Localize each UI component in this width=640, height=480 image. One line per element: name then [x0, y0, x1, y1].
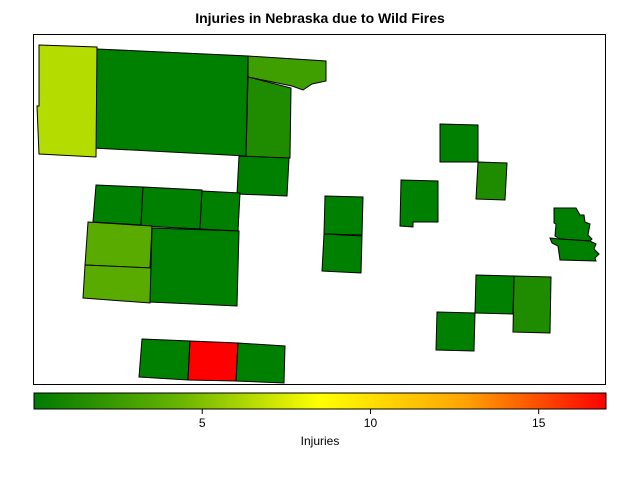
county-e-2[interactable]: [399, 179, 439, 228]
legend-ticks: [201, 409, 540, 414]
county-w-row3-a[interactable]: [82, 264, 153, 304]
legend-title: Injuries: [300, 434, 340, 448]
map-title: Injuries in Nebraska due to Wild Fires: [195, 10, 445, 26]
county-e-1[interactable]: [439, 123, 479, 163]
county-e-4[interactable]: [474, 274, 515, 315]
county-se-top[interactable]: [549, 237, 600, 262]
legend-tick-label: 10: [363, 416, 378, 430]
map-frame: [33, 34, 606, 385]
county-nw-left[interactable]: [36, 44, 98, 158]
county-w-row1-b[interactable]: [140, 186, 203, 230]
county-nw-right-mid[interactable]: [245, 76, 292, 159]
county-e-6[interactable]: [512, 275, 552, 334]
county-w-row1-c[interactable]: [199, 190, 241, 232]
county-w-row2-a[interactable]: [84, 221, 153, 269]
legend-color-bar: [33, 392, 607, 410]
county-nw-below[interactable]: [236, 155, 290, 197]
county-e-5[interactable]: [435, 311, 476, 352]
county-s-left[interactable]: [138, 338, 191, 381]
county-nw-large[interactable]: [92, 48, 249, 157]
county-s-red[interactable]: [187, 340, 239, 382]
county-c-bottom[interactable]: [321, 233, 363, 274]
county-e-7[interactable]: [553, 207, 593, 242]
county-e-3[interactable]: [475, 161, 508, 201]
county-w-row1-a[interactable]: [92, 184, 144, 226]
county-c-top[interactable]: [323, 195, 364, 236]
county-w-big[interactable]: [149, 227, 240, 307]
legend-tick-label: 15: [532, 416, 546, 430]
legend-tick-label: 5: [198, 416, 206, 430]
county-s-right[interactable]: [235, 342, 286, 384]
